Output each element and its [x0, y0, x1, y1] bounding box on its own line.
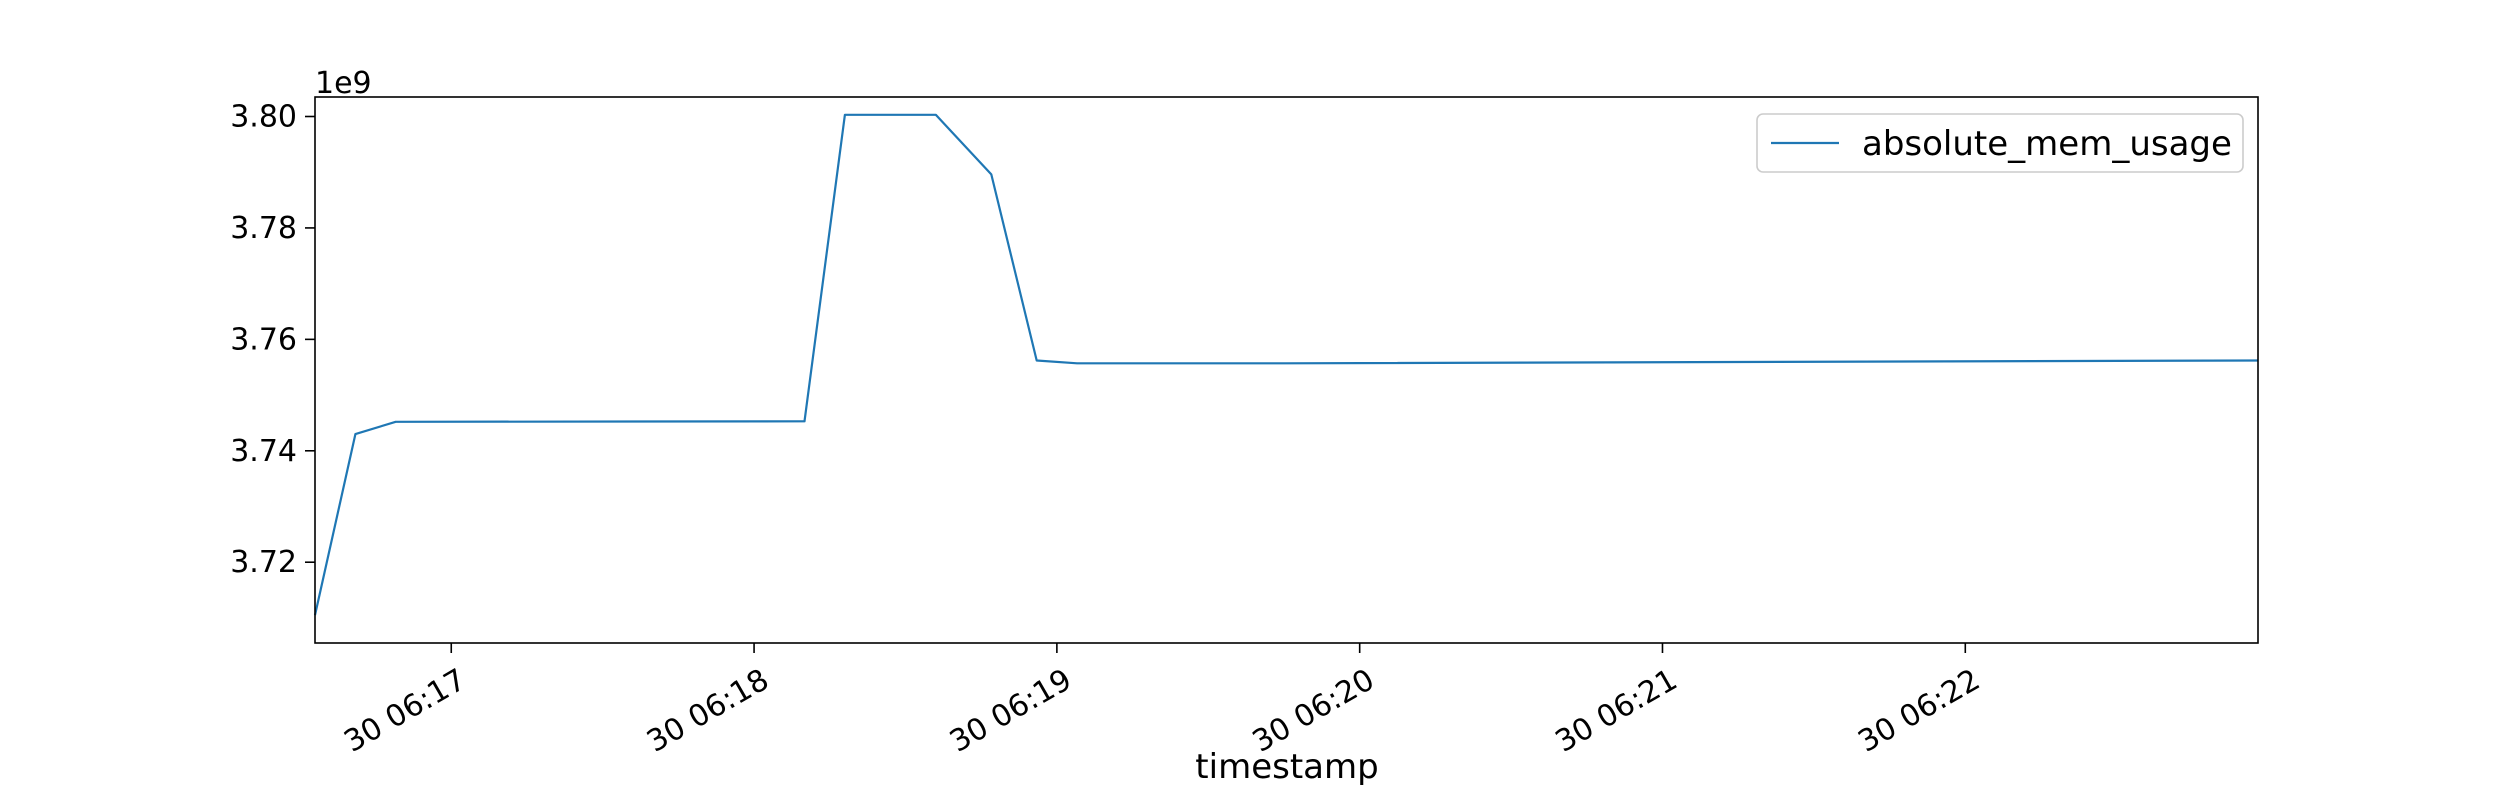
x-tick-label: 30 06:18: [641, 662, 775, 759]
x-tick-label: 30 06:22: [1852, 662, 1986, 759]
y-tick-label: 3.74: [230, 434, 297, 469]
y-tick-label: 3.80: [230, 100, 297, 135]
series-line-absolute_mem_usage: [313, 113, 2259, 616]
plot-frame: [314, 96, 2259, 644]
x-axis-title: timestamp: [1195, 747, 1378, 787]
legend-label: absolute_mem_usage: [1862, 124, 2232, 164]
y-tick-label: 3.72: [230, 545, 297, 580]
y-tick-label: 3.78: [230, 211, 297, 246]
x-tick-label: 30 06:21: [1550, 662, 1684, 759]
y-tick-label: 3.76: [230, 322, 297, 357]
x-tick-label: 30 06:19: [944, 662, 1078, 759]
y-axis-offset-label: 1e9: [315, 66, 372, 101]
x-tick-label: 30 06:20: [1247, 662, 1381, 759]
x-tick-label: 30 06:17: [338, 662, 472, 759]
legend-box: [1756, 113, 2244, 173]
